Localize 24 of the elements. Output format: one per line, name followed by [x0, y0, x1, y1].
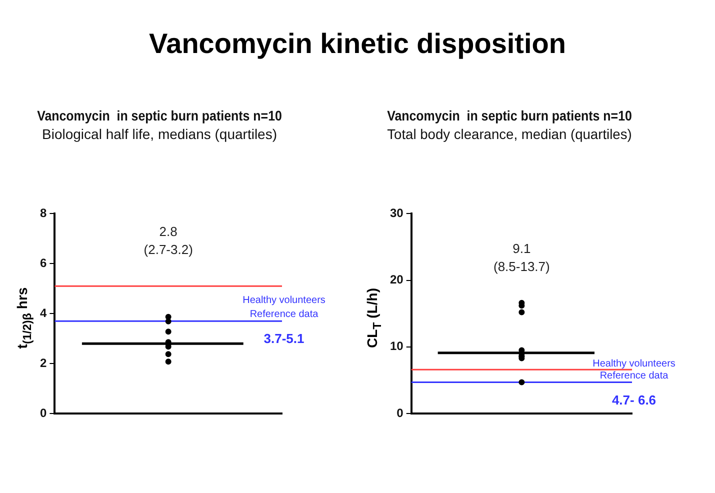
y-tick-label: 30	[390, 206, 404, 220]
y-tick-label: 2	[40, 356, 47, 370]
chart-title: Vancomycin in septic burn patients n=10	[37, 108, 282, 124]
text: Vancomycin kinetic disposition	[148, 27, 567, 61]
annotation: Reference data	[600, 370, 669, 382]
y-tick-label: 0	[396, 406, 404, 420]
chart-title: Vancomycin in septic burn patients n=10	[387, 108, 632, 124]
ref-line-label: 9.1	[512, 240, 531, 256]
annotation: Healthy volunteers	[592, 358, 676, 370]
annotation: (8.5-13.7)	[493, 258, 550, 274]
annotation: Reference data	[250, 309, 319, 320]
chart-subtitle: Total body clearance, median (quartiles)	[387, 126, 632, 142]
y-tick-label: 8	[40, 206, 47, 220]
y-tick-label: 6	[40, 256, 47, 270]
ref-line-label: 2.8	[159, 224, 178, 240]
annotation: 4.7- 6.6	[612, 392, 656, 408]
y-tick-label: 10	[390, 339, 404, 354]
annotation: Healthy volunteers	[242, 295, 326, 306]
y-tick-label: 4	[40, 306, 47, 320]
y-tick-label: 0	[40, 406, 47, 420]
annotation: 3.7-5.1	[264, 331, 304, 346]
annotation: (2.7-3.2)	[144, 242, 193, 258]
y-tick-label: 20	[390, 272, 404, 287]
chart-subtitle: Biological half life, medians (quartiles)	[42, 126, 277, 142]
